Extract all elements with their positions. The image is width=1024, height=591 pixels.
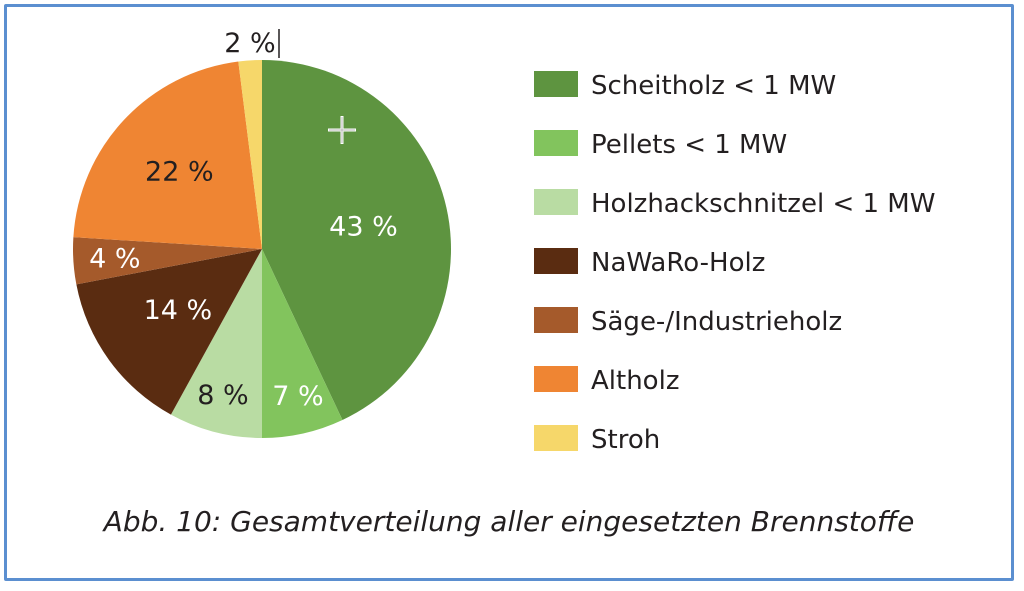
pie-slice-scheitholz-1-mw (262, 60, 451, 421)
legend-swatch-pellets-1-mw (534, 130, 578, 156)
pie-slice-altholz (73, 61, 262, 249)
pie-slice-stroh (238, 60, 262, 249)
legend-swatch-stroh (534, 425, 578, 451)
cursor-crosshair-icon (328, 116, 356, 144)
legend-swatch-scheitholz-1-mw (534, 71, 578, 97)
slice-label-scheitholz-1-mw: 43 % (329, 211, 398, 242)
legend: Scheitholz < 1 MW Pellets < 1 MW Holzhacks… (534, 71, 935, 455)
legend-swatch-holzhackschnitzel-1-mw (534, 189, 578, 215)
slice-label-s-ge-industrieholz: 4 % (89, 243, 140, 274)
legend-label-altholz: Altholz (591, 366, 679, 396)
legend-label-nawaro-holz: NaWaRo-Holz (591, 248, 765, 278)
legend-label-stroh: Stroh (591, 425, 660, 455)
legend-label-holzhackschnitzel-1-mw: Holzhackschnitzel < 1 MW (591, 189, 935, 219)
slice-label-stroh: 2 % (224, 28, 275, 59)
pie-slice-s-ge-industrieholz (72, 237, 262, 285)
legend-label-pellets-1-mw: Pellets < 1 MW (591, 130, 787, 160)
legend-swatch-nawaro-holz (534, 248, 578, 274)
figure-caption: Abb. 10: Gesamtverteilung aller eingeset… (103, 505, 915, 538)
pie-slice-holzhackschnitzel-1-mw (170, 249, 262, 438)
pie-slice-labels: 43 % 7 % 8 % 14 %4 % 22 % 2 % (89, 28, 398, 412)
pie-slices (72, 60, 451, 438)
legend-label-s-ge-industrieholz: Säge-/Industrieholz (591, 307, 842, 337)
slice-label-altholz: 22 % (145, 156, 214, 187)
slice-label-pellets-1-mw: 7 % (272, 381, 323, 412)
slice-label-holzhackschnitzel-1-mw: 8 % (197, 380, 248, 411)
pie-slice-nawaro-holz (76, 249, 262, 415)
legend-swatch-altholz (534, 366, 578, 392)
legend-label-scheitholz-1-mw: Scheitholz < 1 MW (591, 71, 836, 101)
pie-slice-pellets-1-mw (262, 249, 343, 438)
legend-swatch-s-ge-industrieholz (534, 307, 578, 333)
slice-label-nawaro-holz: 14 % (144, 295, 213, 326)
